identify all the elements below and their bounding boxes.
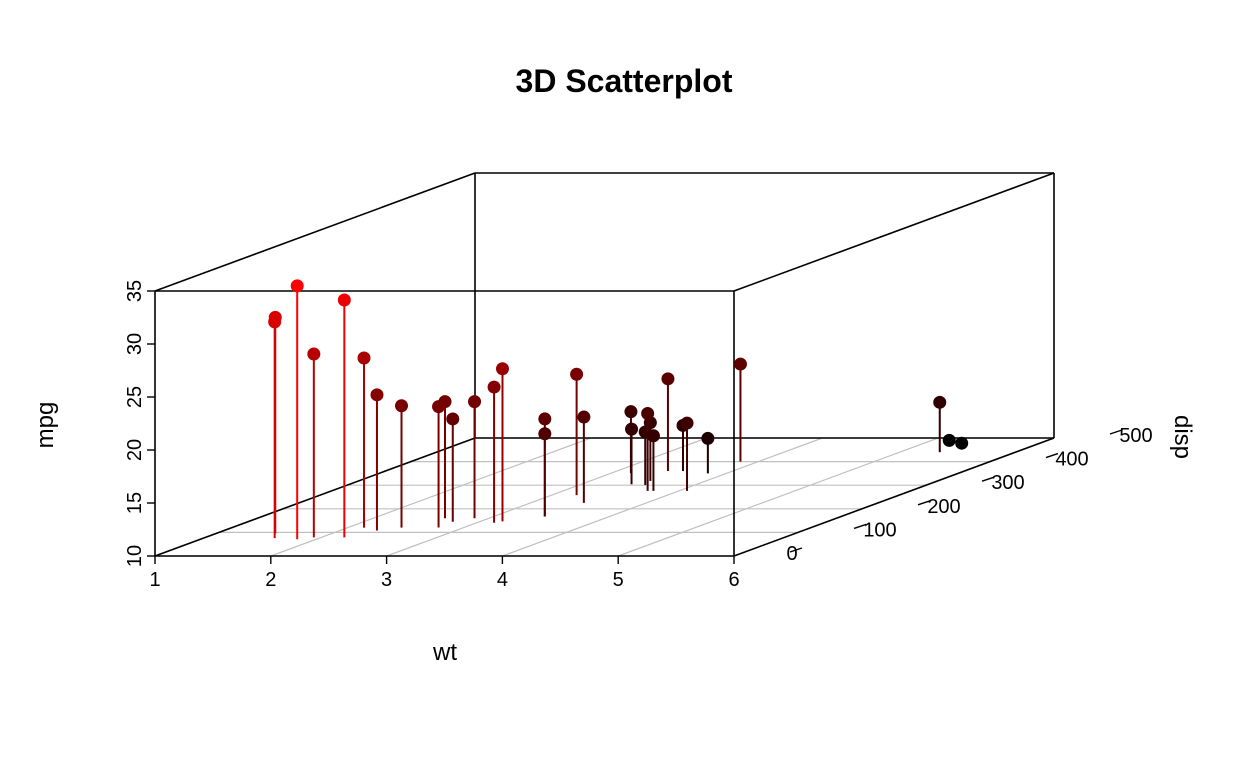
x-axis-label: wt [432, 639, 457, 666]
data-point [942, 433, 956, 447]
bounding-box [154, 172, 1055, 557]
axis-ticks: 1 2 3 4 5 6 10 15 20 25 30 35 0 100 200 300 400 500 [124, 280, 1153, 591]
x-tick-label: 5 [613, 569, 624, 591]
x-tick-label: 2 [265, 569, 276, 591]
box-edge [733, 437, 1055, 557]
z-tick-label: 15 [124, 492, 146, 514]
data-point [625, 422, 639, 436]
data-point [446, 412, 460, 426]
y-tick-mark [1109, 429, 1123, 435]
z-tick-label: 30 [124, 333, 146, 355]
data-point [307, 347, 321, 361]
y-tick-mark [789, 547, 803, 553]
x-tick-label: 4 [497, 569, 508, 591]
y-axis-label: disp [1169, 415, 1196, 459]
grid-line-wt [386, 437, 707, 557]
data-point [432, 400, 446, 414]
z-axis-label: mpg [32, 402, 59, 449]
data-point [290, 279, 304, 293]
data-point [661, 372, 675, 386]
x-tick-label: 3 [381, 569, 392, 591]
data-point [538, 427, 552, 441]
y-tick-label: 300 [991, 472, 1024, 494]
grid-line-wt [502, 437, 823, 557]
y-tick-mark [853, 523, 867, 530]
data-point [370, 388, 384, 402]
y-tick-label: 100 [863, 519, 896, 541]
data-point [955, 436, 969, 450]
z-tick-label: 20 [124, 439, 146, 461]
y-tick-mark [917, 500, 931, 506]
x-tick-label: 1 [149, 569, 160, 591]
data-point [701, 431, 715, 445]
z-tick-label: 35 [124, 280, 146, 302]
data-point [268, 315, 282, 329]
data-point [570, 367, 584, 381]
data-point [468, 395, 482, 409]
box-edge [733, 172, 1055, 292]
grid-lines [154, 437, 1055, 557]
data-point [495, 362, 509, 376]
data-point [733, 357, 747, 371]
z-tick-label: 25 [124, 386, 146, 408]
grid-line-wt [270, 437, 592, 557]
y-tick-label: 400 [1055, 449, 1088, 471]
data-points [268, 279, 969, 540]
box-edge [154, 172, 476, 292]
grid-line-wt [617, 437, 939, 557]
y-tick-label: 0 [786, 543, 797, 565]
data-point [933, 395, 947, 409]
chart-title: 3D Scatterplot [516, 63, 733, 99]
data-point [357, 351, 371, 365]
data-point [577, 410, 591, 424]
data-point [680, 416, 694, 430]
x-tick-label: 6 [728, 569, 739, 591]
data-point [337, 293, 351, 307]
data-point [538, 412, 552, 426]
data-point [646, 429, 660, 443]
data-point [487, 380, 501, 394]
y-tick-label: 500 [1119, 425, 1152, 447]
y-tick-label: 200 [927, 496, 960, 518]
data-point [624, 405, 638, 419]
data-point [395, 399, 409, 413]
data-point [641, 407, 655, 421]
y-tick-mark [1045, 452, 1059, 459]
y-tick-mark [981, 476, 995, 482]
box-edge [154, 437, 476, 557]
z-tick-label: 10 [124, 545, 146, 567]
